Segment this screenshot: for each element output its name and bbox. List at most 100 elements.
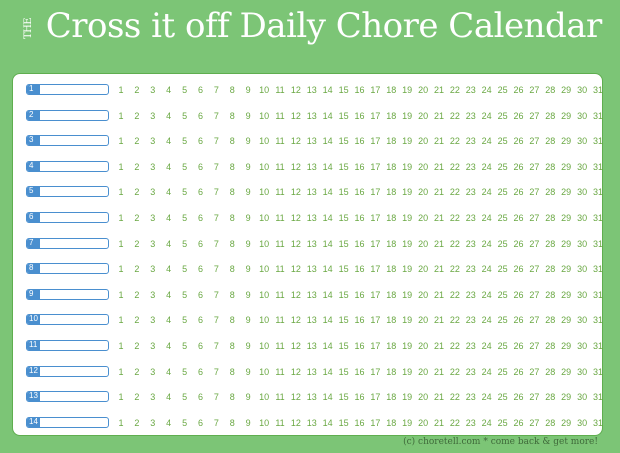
- day-cell[interactable]: 23: [465, 187, 476, 198]
- day-cell[interactable]: 18: [386, 264, 397, 275]
- day-cell[interactable]: 10: [259, 136, 270, 147]
- day-cell[interactable]: 6: [197, 238, 203, 249]
- day-cell[interactable]: 3: [150, 187, 156, 198]
- day-cell[interactable]: 16: [354, 238, 365, 249]
- day-cell[interactable]: 18: [386, 417, 397, 428]
- day-cell[interactable]: 19: [402, 417, 413, 428]
- day-cell[interactable]: 17: [370, 289, 381, 300]
- day-cell[interactable]: 25: [497, 264, 508, 275]
- day-cell[interactable]: 28: [545, 366, 556, 377]
- day-cell[interactable]: 25: [497, 110, 508, 121]
- day-cell[interactable]: 12: [290, 85, 301, 95]
- day-cell[interactable]: 24: [481, 238, 492, 249]
- day-cell[interactable]: 10: [259, 85, 270, 95]
- day-cell[interactable]: 30: [577, 366, 588, 377]
- day-cell[interactable]: 10: [259, 315, 270, 326]
- day-cell[interactable]: 29: [561, 85, 572, 95]
- day-cell[interactable]: 10: [259, 213, 270, 223]
- day-cell[interactable]: 16: [354, 289, 365, 300]
- day-cell[interactable]: 26: [513, 213, 524, 223]
- day-cell[interactable]: 3: [150, 341, 156, 351]
- day-cell[interactable]: 9: [245, 289, 251, 300]
- day-cell[interactable]: 4: [166, 289, 172, 300]
- day-cell[interactable]: 16: [354, 366, 365, 377]
- day-cell[interactable]: 9: [245, 110, 251, 121]
- day-cell[interactable]: 13: [306, 289, 317, 300]
- day-cell[interactable]: 31: [592, 161, 603, 172]
- day-cell[interactable]: 5: [182, 110, 188, 121]
- day-cell[interactable]: 4: [166, 366, 172, 377]
- day-cell[interactable]: 27: [529, 213, 540, 223]
- day-cell[interactable]: 22: [449, 85, 460, 95]
- day-cell[interactable]: 1: [118, 315, 124, 326]
- day-cell[interactable]: 24: [481, 264, 492, 275]
- day-cell[interactable]: 8: [229, 341, 235, 351]
- day-cell[interactable]: 25: [497, 315, 508, 326]
- day-cell[interactable]: 25: [497, 187, 508, 198]
- day-cell[interactable]: 31: [592, 392, 603, 403]
- day-cell[interactable]: 18: [386, 85, 397, 95]
- day-cell[interactable]: 28: [545, 341, 556, 351]
- day-cell[interactable]: 5: [182, 187, 188, 198]
- day-cell[interactable]: 20: [418, 136, 429, 147]
- day-cell[interactable]: 17: [370, 417, 381, 428]
- day-cell[interactable]: 20: [418, 417, 429, 428]
- day-cell[interactable]: 16: [354, 315, 365, 326]
- day-cell[interactable]: 5: [182, 238, 188, 249]
- day-cell[interactable]: 30: [577, 315, 588, 326]
- day-cell[interactable]: 3: [150, 264, 156, 275]
- day-cell[interactable]: 16: [354, 341, 365, 351]
- day-cell[interactable]: 31: [592, 85, 603, 95]
- day-cell[interactable]: 8: [229, 264, 235, 275]
- day-cell[interactable]: 3: [150, 238, 156, 249]
- day-cell[interactable]: 5: [182, 341, 188, 351]
- day-cell[interactable]: 23: [465, 392, 476, 403]
- day-cell[interactable]: 7: [213, 366, 219, 377]
- day-cell[interactable]: 20: [418, 238, 429, 249]
- day-cell[interactable]: 6: [197, 110, 203, 121]
- day-cell[interactable]: 8: [229, 213, 235, 223]
- day-cell[interactable]: 26: [513, 341, 524, 351]
- day-cell[interactable]: 19: [402, 289, 413, 300]
- day-cell[interactable]: 12: [290, 392, 301, 403]
- day-cell[interactable]: 31: [592, 110, 603, 121]
- day-cell[interactable]: 29: [561, 213, 572, 223]
- day-cell[interactable]: 16: [354, 187, 365, 198]
- day-cell[interactable]: 20: [418, 213, 429, 223]
- chore-name-field[interactable]: 9: [26, 288, 109, 300]
- day-cell[interactable]: 25: [497, 366, 508, 377]
- day-cell[interactable]: 18: [386, 136, 397, 147]
- day-cell[interactable]: 10: [259, 392, 270, 403]
- day-cell[interactable]: 23: [465, 417, 476, 428]
- day-cell[interactable]: 30: [577, 187, 588, 198]
- day-cell[interactable]: 24: [481, 110, 492, 121]
- day-cell[interactable]: 7: [213, 315, 219, 326]
- day-cell[interactable]: 28: [545, 289, 556, 300]
- day-cell[interactable]: 23: [465, 110, 476, 121]
- day-cell[interactable]: 5: [182, 136, 188, 147]
- day-cell[interactable]: 28: [545, 161, 556, 172]
- day-cell[interactable]: 2: [134, 417, 140, 428]
- day-cell[interactable]: 22: [449, 392, 460, 403]
- day-cell[interactable]: 2: [134, 110, 140, 121]
- day-cell[interactable]: 21: [433, 315, 444, 326]
- day-cell[interactable]: 15: [338, 392, 349, 403]
- day-cell[interactable]: 9: [245, 264, 251, 275]
- day-cell[interactable]: 1: [118, 392, 124, 403]
- day-cell[interactable]: 8: [229, 417, 235, 428]
- day-cell[interactable]: 11: [275, 417, 285, 428]
- chore-name-field[interactable]: 3: [26, 135, 109, 147]
- day-cell[interactable]: 27: [529, 417, 540, 428]
- day-cell[interactable]: 23: [465, 85, 476, 95]
- day-cell[interactable]: 5: [182, 264, 188, 275]
- day-cell[interactable]: 18: [386, 187, 397, 198]
- day-cell[interactable]: 15: [338, 315, 349, 326]
- day-cell[interactable]: 13: [306, 161, 317, 172]
- day-cell[interactable]: 19: [402, 315, 413, 326]
- chore-name-field[interactable]: 5: [26, 186, 109, 198]
- day-cell[interactable]: 14: [322, 110, 333, 121]
- day-cell[interactable]: 12: [290, 289, 301, 300]
- day-cell[interactable]: 27: [529, 161, 540, 172]
- day-cell[interactable]: 18: [386, 366, 397, 377]
- day-cell[interactable]: 8: [229, 136, 235, 147]
